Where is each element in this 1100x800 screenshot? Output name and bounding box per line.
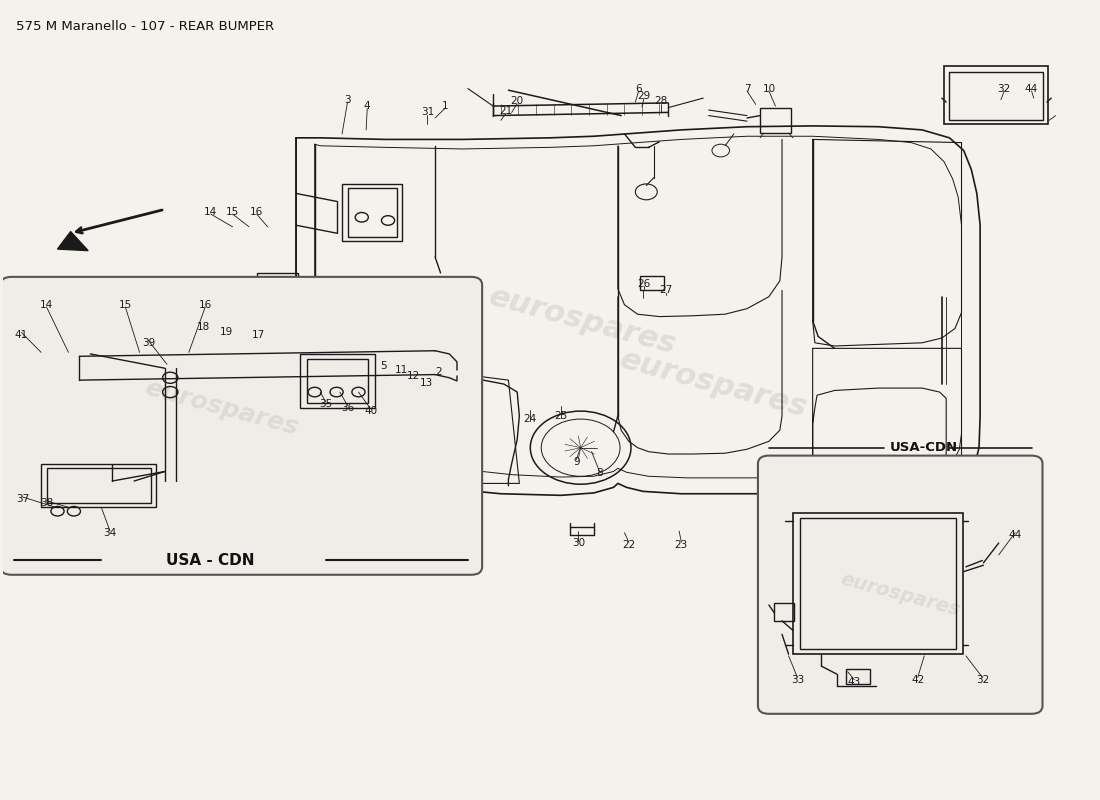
Text: 7: 7 xyxy=(744,83,750,94)
Text: 15: 15 xyxy=(119,300,132,310)
Text: 9: 9 xyxy=(573,457,580,467)
Text: 16: 16 xyxy=(199,300,212,310)
FancyBboxPatch shape xyxy=(758,456,1043,714)
Text: eurospares: eurospares xyxy=(838,570,962,620)
Text: 8: 8 xyxy=(596,468,603,478)
Bar xyxy=(256,273,298,330)
Text: 19: 19 xyxy=(219,326,233,337)
Text: 16: 16 xyxy=(250,206,263,217)
Bar xyxy=(41,463,156,507)
Text: 575 M Maranello - 107 - REAR BUMPER: 575 M Maranello - 107 - REAR BUMPER xyxy=(15,20,274,34)
Text: 38: 38 xyxy=(40,498,53,508)
Text: 42: 42 xyxy=(911,674,924,685)
Text: 14: 14 xyxy=(40,300,53,310)
Bar xyxy=(793,513,962,654)
FancyBboxPatch shape xyxy=(1,277,482,574)
Bar xyxy=(342,184,403,241)
Text: 34: 34 xyxy=(103,529,117,538)
Text: 5: 5 xyxy=(381,361,387,371)
Text: 24: 24 xyxy=(524,414,537,424)
Text: USA - CDN: USA - CDN xyxy=(166,553,255,568)
Text: 36: 36 xyxy=(341,403,354,413)
Text: 43: 43 xyxy=(848,677,861,687)
Text: 32: 32 xyxy=(976,674,989,685)
Text: USA-CDN: USA-CDN xyxy=(889,441,957,454)
Bar xyxy=(300,354,375,408)
Text: 4: 4 xyxy=(364,101,371,111)
Bar xyxy=(46,468,151,503)
Text: 29: 29 xyxy=(638,90,651,101)
Text: 44: 44 xyxy=(1009,530,1022,540)
Text: 13: 13 xyxy=(420,378,433,387)
Text: 21: 21 xyxy=(499,106,513,116)
Text: 2: 2 xyxy=(436,367,442,377)
Text: 18: 18 xyxy=(197,322,210,332)
Text: 17: 17 xyxy=(252,330,265,340)
Text: eurospares: eurospares xyxy=(486,282,680,359)
Text: 12: 12 xyxy=(407,371,420,381)
Text: 41: 41 xyxy=(14,330,28,340)
Text: 1: 1 xyxy=(441,101,448,111)
Polygon shape xyxy=(57,231,88,250)
Text: 23: 23 xyxy=(674,539,688,550)
Bar xyxy=(800,518,956,650)
Bar xyxy=(397,323,432,356)
Text: 28: 28 xyxy=(653,96,668,106)
Text: 44: 44 xyxy=(1025,83,1038,94)
Text: eurospares: eurospares xyxy=(142,376,301,440)
Text: 10: 10 xyxy=(762,83,776,94)
Text: 3: 3 xyxy=(344,94,351,105)
Text: 22: 22 xyxy=(623,539,636,550)
Bar xyxy=(640,276,663,290)
Bar xyxy=(760,108,791,133)
Text: 26: 26 xyxy=(638,279,651,289)
Text: 11: 11 xyxy=(395,365,408,375)
Bar xyxy=(256,337,280,360)
Text: 14: 14 xyxy=(205,206,218,217)
Text: 33: 33 xyxy=(791,674,804,685)
Bar xyxy=(846,670,870,684)
Text: 31: 31 xyxy=(421,107,434,118)
Text: 6: 6 xyxy=(636,83,642,94)
Text: 32: 32 xyxy=(998,83,1011,94)
Text: 35: 35 xyxy=(319,399,332,409)
Bar xyxy=(774,603,794,621)
Bar xyxy=(307,358,368,403)
Text: 27: 27 xyxy=(659,286,672,295)
Text: eurospares: eurospares xyxy=(617,345,811,423)
Text: 37: 37 xyxy=(15,494,29,504)
Text: 40: 40 xyxy=(364,406,377,416)
Text: 25: 25 xyxy=(554,411,568,421)
Text: 20: 20 xyxy=(510,96,524,106)
Bar xyxy=(944,66,1048,123)
Text: 39: 39 xyxy=(142,338,155,348)
Text: 30: 30 xyxy=(572,538,585,548)
Text: 15: 15 xyxy=(226,206,239,217)
Bar xyxy=(348,188,397,237)
Bar xyxy=(949,72,1043,119)
